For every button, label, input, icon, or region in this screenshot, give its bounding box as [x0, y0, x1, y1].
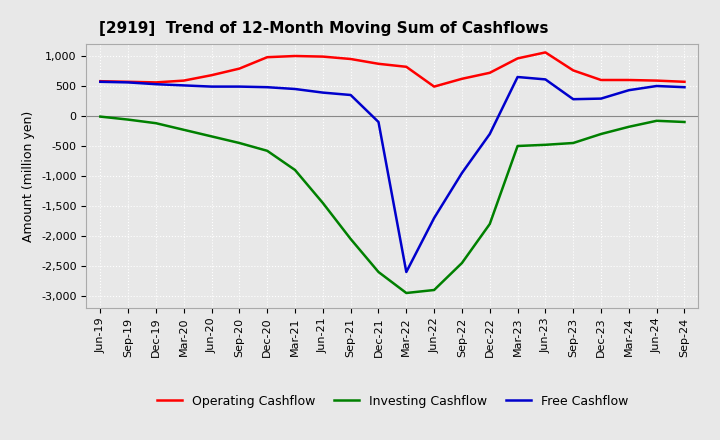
- Operating Cashflow: [680, 79, 689, 84]
- Investing Cashflow: [652, 118, 661, 124]
- Legend: Operating Cashflow, Investing Cashflow, Free Cashflow: Operating Cashflow, Investing Cashflow, …: [152, 390, 633, 413]
- Free Cashflow: [680, 84, 689, 90]
- Operating Cashflow: [458, 76, 467, 81]
- Operating Cashflow: [569, 68, 577, 73]
- Free Cashflow: [152, 81, 161, 87]
- Investing Cashflow: [458, 260, 467, 266]
- Free Cashflow: [569, 96, 577, 102]
- Free Cashflow: [624, 88, 633, 93]
- Investing Cashflow: [624, 124, 633, 129]
- Investing Cashflow: [485, 221, 494, 227]
- Free Cashflow: [652, 83, 661, 88]
- Operating Cashflow: [402, 64, 410, 70]
- Free Cashflow: [430, 215, 438, 220]
- Operating Cashflow: [207, 73, 216, 78]
- Investing Cashflow: [96, 114, 104, 119]
- Free Cashflow: [597, 96, 606, 101]
- Investing Cashflow: [597, 132, 606, 137]
- Free Cashflow: [96, 79, 104, 84]
- Free Cashflow: [346, 92, 355, 98]
- Investing Cashflow: [291, 167, 300, 172]
- Operating Cashflow: [374, 61, 383, 66]
- Free Cashflow: [485, 132, 494, 137]
- Operating Cashflow: [430, 84, 438, 89]
- Free Cashflow: [318, 90, 327, 95]
- Operating Cashflow: [597, 77, 606, 83]
- Investing Cashflow: [402, 290, 410, 296]
- Free Cashflow: [235, 84, 243, 89]
- Operating Cashflow: [96, 79, 104, 84]
- Operating Cashflow: [541, 50, 550, 55]
- Text: [2919]  Trend of 12-Month Moving Sum of Cashflows: [2919] Trend of 12-Month Moving Sum of C…: [99, 21, 548, 36]
- Y-axis label: Amount (million yen): Amount (million yen): [22, 110, 35, 242]
- Free Cashflow: [541, 77, 550, 82]
- Free Cashflow: [374, 119, 383, 125]
- Investing Cashflow: [152, 121, 161, 126]
- Operating Cashflow: [263, 55, 271, 60]
- Free Cashflow: [402, 269, 410, 275]
- Operating Cashflow: [652, 78, 661, 83]
- Operating Cashflow: [152, 80, 161, 85]
- Line: Investing Cashflow: Investing Cashflow: [100, 117, 685, 293]
- Investing Cashflow: [541, 142, 550, 147]
- Free Cashflow: [513, 74, 522, 80]
- Free Cashflow: [458, 170, 467, 176]
- Investing Cashflow: [263, 148, 271, 154]
- Operating Cashflow: [485, 70, 494, 75]
- Investing Cashflow: [124, 117, 132, 122]
- Line: Free Cashflow: Free Cashflow: [100, 77, 685, 272]
- Free Cashflow: [179, 83, 188, 88]
- Operating Cashflow: [179, 78, 188, 83]
- Investing Cashflow: [430, 287, 438, 293]
- Investing Cashflow: [207, 134, 216, 139]
- Operating Cashflow: [291, 53, 300, 59]
- Operating Cashflow: [124, 79, 132, 84]
- Operating Cashflow: [624, 77, 633, 83]
- Free Cashflow: [291, 86, 300, 92]
- Investing Cashflow: [569, 140, 577, 146]
- Operating Cashflow: [318, 54, 327, 59]
- Free Cashflow: [124, 80, 132, 85]
- Free Cashflow: [207, 84, 216, 89]
- Investing Cashflow: [235, 140, 243, 146]
- Line: Operating Cashflow: Operating Cashflow: [100, 52, 685, 87]
- Operating Cashflow: [346, 56, 355, 62]
- Free Cashflow: [263, 84, 271, 90]
- Investing Cashflow: [374, 269, 383, 275]
- Operating Cashflow: [513, 56, 522, 61]
- Investing Cashflow: [318, 200, 327, 205]
- Investing Cashflow: [179, 127, 188, 132]
- Investing Cashflow: [680, 119, 689, 125]
- Operating Cashflow: [235, 66, 243, 71]
- Investing Cashflow: [346, 236, 355, 242]
- Investing Cashflow: [513, 143, 522, 149]
